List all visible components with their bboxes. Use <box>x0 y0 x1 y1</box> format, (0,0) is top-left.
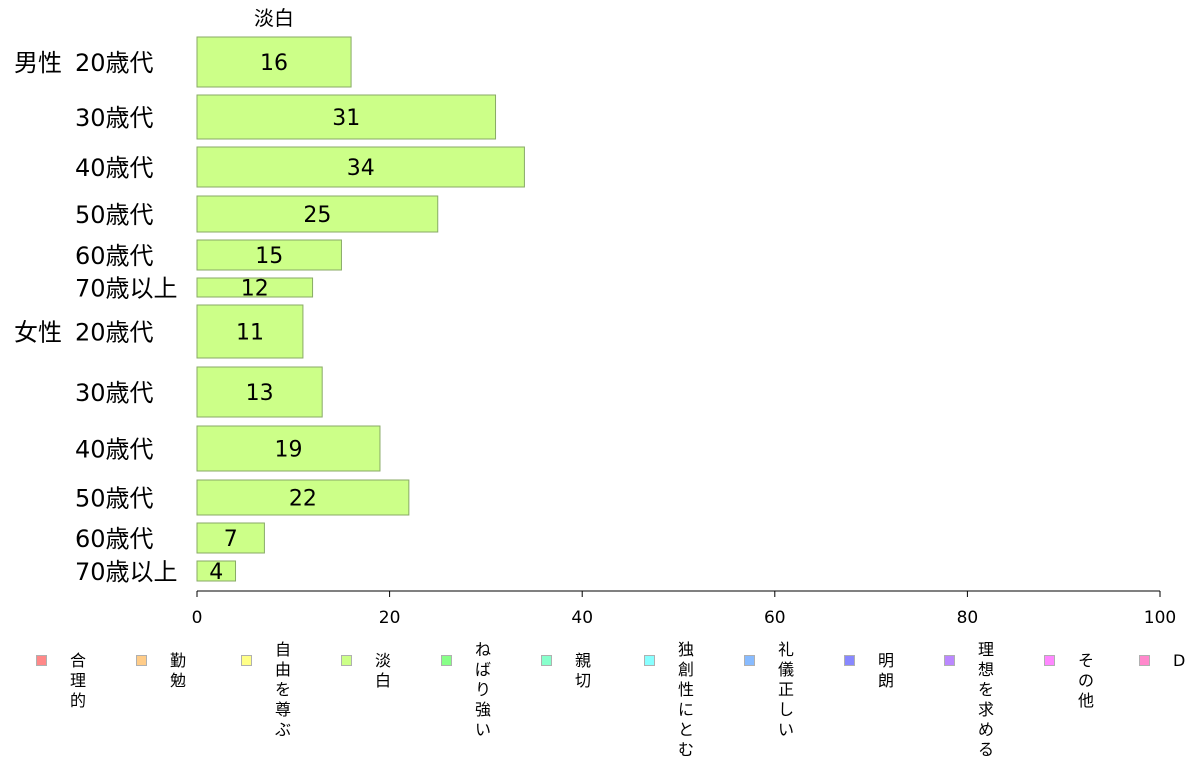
x-tick-label: 40 <box>571 608 593 628</box>
bar <box>196 366 323 418</box>
row-label: 50歳代 <box>75 485 154 513</box>
x-tick-label: 0 <box>192 608 203 628</box>
bar <box>196 425 381 472</box>
bar-value-label: 11 <box>236 321 264 346</box>
chart: 淡白0 20 40 60 80 1001620歳代男性3130歳代3440歳代2550歳代… <box>14 6 1176 628</box>
legend-label: 自由を 尊ぶ <box>275 640 292 739</box>
bar-value-label: 22 <box>289 487 317 512</box>
legend-label: 親切 <box>575 651 592 690</box>
legend-swatch <box>541 655 552 666</box>
legend-swatch <box>1139 655 1150 666</box>
legend-label: 勤勉 <box>170 651 187 690</box>
group-label: 女性 <box>14 319 62 347</box>
legend-swatch <box>36 655 47 666</box>
bar-value-label: 16 <box>260 51 288 76</box>
legend-label: 独創性 にとむ <box>678 640 695 759</box>
group-label: 男性 <box>14 49 62 77</box>
legend-label: 淡白 <box>375 651 392 690</box>
legend-swatch <box>744 655 755 666</box>
row-label: 60歳代 <box>75 525 154 553</box>
legend-swatch <box>944 655 955 666</box>
legend-swatch <box>136 655 147 666</box>
bar-value-label: 4 <box>209 560 223 585</box>
legend-label: D <box>1173 651 1186 670</box>
bar <box>196 36 352 88</box>
bar <box>196 94 497 140</box>
bar-value-label: 15 <box>255 244 283 269</box>
x-tick-label: 80 <box>957 608 979 628</box>
x-tick-label: 20 <box>379 608 401 628</box>
row-label: 30歳代 <box>75 104 154 132</box>
bar-value-label: 34 <box>347 156 375 181</box>
row-label: 40歳代 <box>75 154 154 182</box>
bar-value-label: 19 <box>274 438 302 463</box>
bar <box>196 304 304 359</box>
row-label: 70歳以上 <box>75 558 178 586</box>
row-label: 50歳代 <box>75 201 154 229</box>
legend-label: 礼儀 正しい <box>778 640 795 739</box>
x-tick-label: 60 <box>764 608 786 628</box>
column-header: 淡白 <box>254 6 294 30</box>
bar <box>196 277 314 298</box>
x-tick-label: 100 <box>1144 608 1176 628</box>
row-label: 70歳以上 <box>75 275 178 303</box>
legend-swatch <box>341 655 352 666</box>
bar-value-label: 13 <box>246 381 274 406</box>
legend: 合理的 勤勉 自由を 尊ぶ 淡白 ねばり 強い 親切 独創性 にとむ 礼儀 正しい 明朗 理想を … <box>36 640 1186 759</box>
bar <box>196 195 439 233</box>
legend-swatch <box>441 655 452 666</box>
legend-label: 合理的 <box>70 651 87 710</box>
bar-value-label: 7 <box>224 527 238 552</box>
bar-value-label: 12 <box>241 277 269 302</box>
row-label: 60歳代 <box>75 242 154 270</box>
legend-label: 明朗 <box>878 651 895 690</box>
bar <box>196 560 237 582</box>
bar <box>196 479 410 516</box>
legend-swatch <box>844 655 855 666</box>
row-label: 40歳代 <box>75 436 154 464</box>
legend-swatch <box>644 655 655 666</box>
bar <box>196 146 525 188</box>
bar-value-label: 25 <box>303 203 331 228</box>
row-label: 20歳代 <box>75 319 154 347</box>
legend-label: ねばり 強い <box>475 640 492 739</box>
row-label: 30歳代 <box>75 379 154 407</box>
legend-swatch <box>241 655 252 666</box>
bar-value-label: 31 <box>332 106 360 131</box>
bar <box>196 239 342 271</box>
legend-label: その他 <box>1078 651 1095 710</box>
bar <box>196 522 265 554</box>
legend-swatch <box>1044 655 1055 666</box>
row-label: 20歳代 <box>75 49 154 77</box>
legend-label: 理想を 求める <box>978 640 995 759</box>
